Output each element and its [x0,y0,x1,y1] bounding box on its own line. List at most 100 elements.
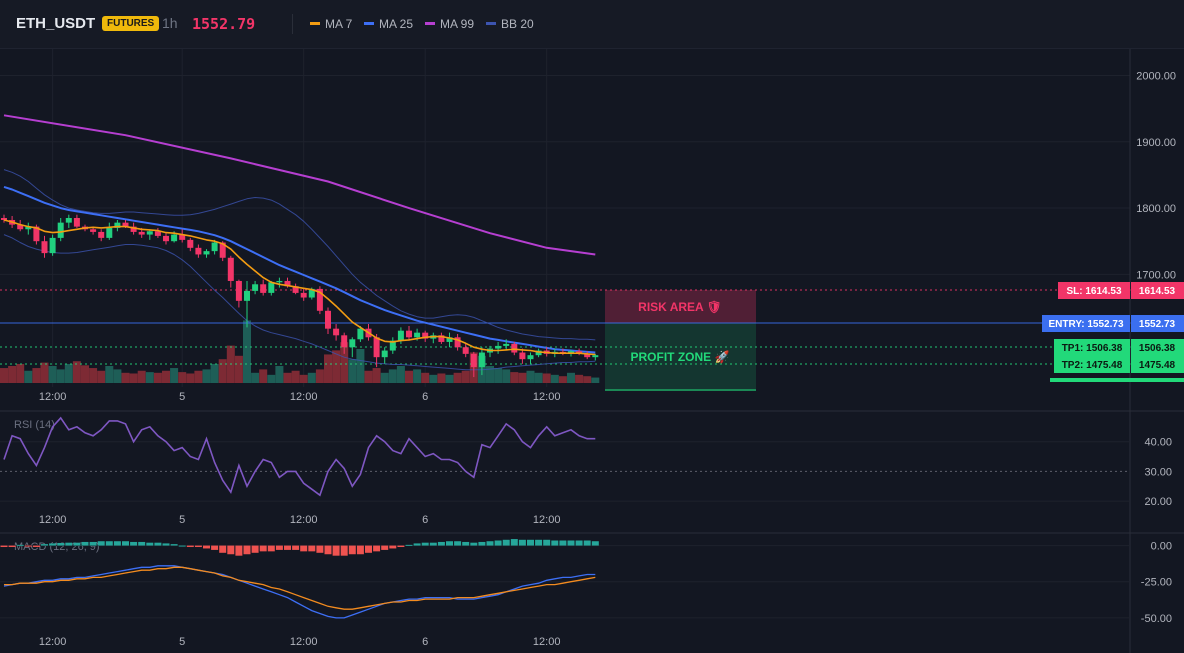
candle-body [41,241,48,254]
level-tag-tp1[interactable] [1054,339,1130,356]
macd-hist-bar [203,545,210,549]
volume-bar [453,372,462,383]
volume-bar [332,350,341,383]
candle-body [244,290,250,301]
legend-bb20[interactable]: BB 20 [486,17,534,31]
legend-ma7[interactable]: MA 7 [310,17,352,31]
candle-body [195,247,202,255]
rsi-time-tick: 12:00 [39,514,67,526]
rsi-title: RSI (14) [14,419,55,431]
macd-hist-bar [308,545,316,552]
volume-bar [315,369,324,383]
candle-body [146,231,153,235]
macd-hist-bar [518,539,526,546]
volume-bar [575,374,584,383]
volume-bar [243,320,251,383]
macd-hist-bar [437,541,445,546]
candle-body [300,292,307,298]
volume-bar [32,368,41,383]
candle-body [292,286,299,293]
price-axis-tick: 2000.00 [1136,71,1176,83]
macd-hist-bar [170,544,178,546]
macd-hist-bar [97,541,105,546]
candle-body [438,335,445,342]
volume-bar [251,372,260,383]
level-tag-tp2[interactable] [1054,356,1130,373]
macd-time-tick: 5 [179,636,185,648]
volume-bar [121,372,130,383]
macd-hist-bar [462,541,470,546]
rsi-panel[interactable]: RSI (14) 40.00 30.00 20.00 12:00 5 12:00 6 12:0… [0,416,1184,534]
price-panel[interactable]: RISK AREA 🛡 PROFIT ZONE 🚀 2000.00 1900.00 18… [0,49,1184,653]
volume-bar [542,373,551,383]
price-time-tick: 6 [422,391,428,403]
volume-bar [186,373,195,383]
volume-bar [364,370,373,383]
macd-axis-tick: -50.00 [1141,613,1172,625]
macd-hist-bar [413,543,421,546]
axis-tag-tp2 [1131,356,1184,373]
legend-ma25[interactable]: MA 25 [364,17,413,31]
macd-hist-bar [251,545,259,553]
rsi-axis-tick: 40.00 [1144,437,1172,449]
level-tag-entry[interactable] [1042,315,1130,332]
candle-body [584,353,591,358]
volume-bar [348,359,357,383]
macd-hist-bar [267,545,275,552]
risk-area-zone[interactable] [605,290,756,323]
volume-bar [218,359,227,383]
bb-lower-line [3,234,596,371]
axis-tag-text: 1475.48 [1139,360,1176,371]
legend-ma99[interactable]: MA 99 [425,17,474,31]
candle-body [33,226,40,242]
volume-bar [234,355,243,383]
axis-tag-entry [1131,315,1184,332]
volume-bar [267,374,276,383]
macd-hist-bar [243,545,251,555]
macd-hist-bar [324,545,332,555]
rsi-axis-tick: 30.00 [1144,466,1172,478]
macd-hist-bar [235,545,243,556]
level-tag-sl[interactable] [1058,282,1130,299]
legend-swatch-ma99 [425,22,435,26]
candle-body [90,229,97,232]
candle-body [114,222,121,228]
rsi-time-tick: 12:00 [533,514,561,526]
macd-hist-bar [0,545,8,548]
volume-bar [194,370,203,383]
macd-hist-bar [543,539,551,546]
macd-hist-bar [535,539,543,546]
macd-hist-bar [316,545,324,553]
volume-bar [153,372,162,383]
macd-hist-bar [527,539,534,546]
price-axis-tick: 1700.00 [1136,269,1176,281]
header-divider [292,14,293,34]
axis-tag-text: 1552.73 [1139,319,1176,330]
macd-hist-bar [429,542,437,546]
macd-hist-bar [227,545,235,555]
candle-body [17,224,24,230]
volume-bar [396,366,405,383]
macd-hist-bar [365,545,372,553]
price-axis-tick: 1800.00 [1136,203,1176,215]
profit-zone[interactable] [605,323,756,391]
price-axis-tick: 1900.00 [1136,137,1176,149]
volume-bar [502,369,511,383]
volume-bar [105,366,114,383]
volume-bar [64,363,73,383]
macd-hist-bar [478,541,486,546]
price-time-tick: 12:00 [39,391,67,403]
macd-hist-bar [16,544,24,546]
symbol-title[interactable]: ETH_USDT [16,15,96,32]
candle-body [138,231,145,235]
macd-signal-line [4,566,596,610]
candle-body [333,328,340,336]
ma25-line [3,185,596,354]
candle-body [495,345,502,349]
timeframe-label[interactable]: 1h [162,15,178,31]
volume-bar [0,368,8,383]
candle-body [527,355,534,360]
candle-body [154,231,161,236]
